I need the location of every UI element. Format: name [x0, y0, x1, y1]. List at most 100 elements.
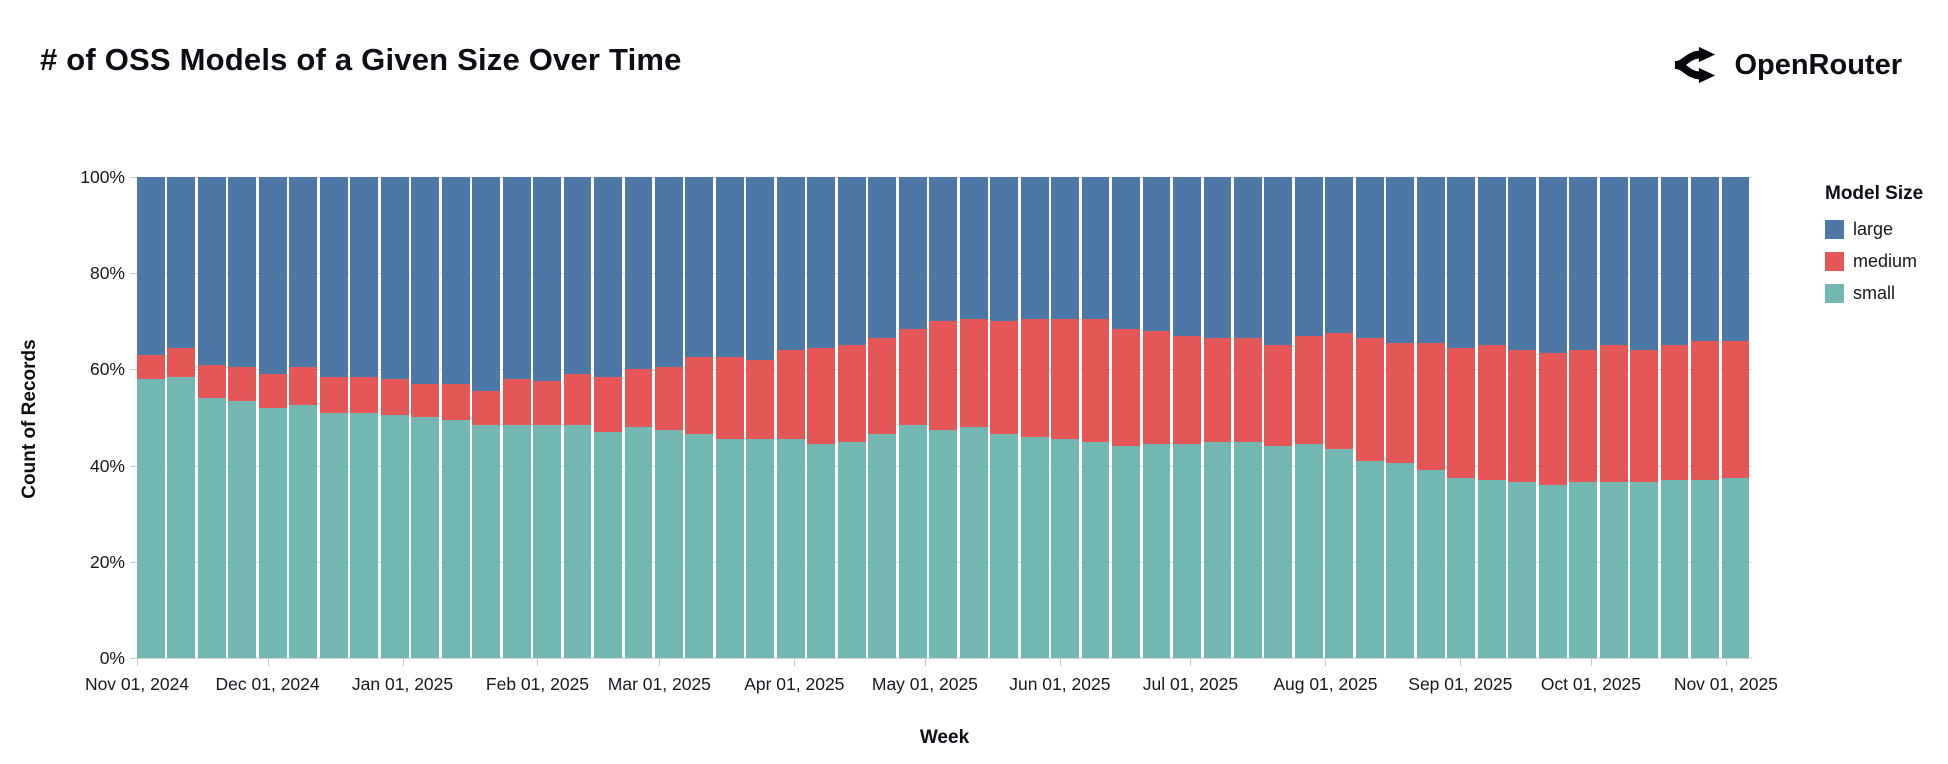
x-tick-label: May 01, 2025 — [871, 674, 978, 694]
bar-segment-small — [1386, 463, 1415, 658]
x-tick-label: Jul 01, 2025 — [1142, 674, 1239, 694]
bar-week-2025-10-31 — [1721, 177, 1750, 658]
bar-segment-large — [685, 177, 714, 358]
x-tick-mark — [402, 659, 404, 666]
bar-segment-medium — [1630, 350, 1658, 483]
legend-label: medium — [1853, 251, 1918, 271]
y-tick-label: 100% — [80, 167, 125, 187]
bar-week-2025-09-19 — [1538, 177, 1567, 658]
x-tick-label: Jun 01, 2025 — [1009, 674, 1111, 694]
x-tick-mark — [1325, 659, 1327, 666]
bar-segment-small — [1325, 448, 1354, 658]
bar-segment-large — [1020, 177, 1049, 319]
bar-segment-small — [1081, 441, 1110, 658]
bar-week-2025-01-24 — [502, 177, 531, 658]
bar-segment-small — [411, 417, 440, 658]
bar-week-2025-07-04 — [1203, 177, 1232, 658]
y-tick-mark — [130, 177, 137, 178]
bar-segment-small — [1416, 470, 1445, 658]
bar-segment-large — [350, 177, 379, 377]
bar-segment-small — [624, 427, 653, 658]
legend-title: Model Size — [1825, 183, 1924, 204]
bar-segment-small — [655, 429, 683, 658]
bar-segment-medium — [197, 364, 226, 399]
bar-segment-medium — [685, 357, 714, 435]
bar-segment-small — [990, 434, 1019, 658]
bar-segment-medium — [1203, 338, 1232, 442]
bar-week-2025-06-20 — [1142, 177, 1171, 658]
bar-segment-small — [746, 439, 775, 658]
bar-week-2025-07-11 — [1233, 177, 1262, 658]
bar-segment-small — [1355, 460, 1384, 658]
bar-segment-large — [1660, 177, 1689, 346]
bar-week-2025-02-28 — [655, 177, 683, 658]
x-axis-title: Week — [919, 727, 970, 748]
bar-segment-medium — [258, 374, 287, 408]
bar-segment-large — [1569, 177, 1598, 351]
x-tick-mark — [1590, 659, 1592, 666]
bar-week-2025-09-05 — [1477, 177, 1506, 658]
y-tick-mark — [130, 273, 137, 275]
bar-week-2025-06-27 — [1173, 177, 1201, 658]
bar-segment-medium — [289, 366, 318, 406]
bar-segment-small — [472, 424, 501, 658]
bar-segment-large — [411, 177, 440, 384]
bar-segment-large — [1477, 177, 1506, 346]
bar-segment-small — [929, 429, 958, 658]
bar-segment-large — [1508, 177, 1537, 351]
bar-segment-large — [563, 177, 592, 375]
bar-segment-large — [319, 177, 348, 377]
chart-title: # of OSS Models of a Given Size Over Tim… — [40, 42, 682, 77]
bar-segment-small — [1660, 480, 1689, 658]
bar-week-2024-11-08 — [167, 177, 196, 658]
bar-week-2025-05-30 — [1051, 177, 1079, 658]
bar-segment-medium — [1447, 347, 1476, 478]
bar-segment-small — [197, 398, 226, 658]
x-tick-label: Dec 01, 2024 — [215, 674, 320, 694]
bar-segment-medium — [929, 321, 958, 430]
bar-segment-small — [594, 431, 622, 658]
bar-segment-large — [746, 177, 775, 360]
bar-week-2025-06-13 — [1112, 177, 1140, 658]
bar-segment-medium — [502, 379, 531, 425]
bar-segment-medium — [624, 369, 653, 428]
bar-week-2025-08-29 — [1447, 177, 1476, 658]
bar-segment-large — [807, 177, 836, 348]
x-tick-mark — [1725, 659, 1727, 666]
y-tick-label: 40% — [89, 455, 125, 476]
bar-segment-medium — [1660, 345, 1689, 481]
y-tick-mark — [130, 465, 137, 467]
bar-segment-large — [990, 177, 1019, 322]
bar-segment-medium — [868, 338, 897, 435]
bar-segment-small — [1630, 482, 1658, 658]
bar-segment-small — [1173, 443, 1201, 658]
bar-week-2024-12-20 — [350, 177, 379, 658]
bar-week-2025-01-17 — [472, 177, 501, 658]
x-tick-label: Jan 01, 2025 — [351, 674, 454, 694]
bar-segment-large — [472, 177, 501, 392]
x-tick-mark — [659, 659, 661, 666]
bar-segment-small — [533, 424, 561, 658]
x-axis-line — [137, 658, 1752, 659]
x-tick-mark — [1059, 659, 1061, 666]
bar-segment-small — [1447, 477, 1476, 658]
bar-segment-medium — [1355, 338, 1384, 461]
bar-week-2025-04-04 — [807, 177, 836, 658]
bar-week-2024-12-27 — [380, 177, 409, 658]
bar-week-2025-04-18 — [868, 177, 897, 658]
bar-segment-large — [594, 177, 622, 377]
brand-name: OpenRouter — [1734, 48, 1902, 81]
bar-segment-medium — [1051, 318, 1079, 440]
bar-segment-small — [1691, 480, 1719, 658]
bar-segment-large — [624, 177, 653, 370]
bar-segment-medium — [1081, 318, 1110, 442]
x-tick-label: Oct 01, 2025 — [1540, 674, 1642, 694]
bar-week-2025-07-25 — [1294, 177, 1323, 658]
bar-week-2025-02-07 — [563, 177, 592, 658]
bar-segment-small — [685, 434, 714, 658]
bar-segment-medium — [167, 347, 196, 377]
bar-segment-large — [197, 177, 226, 365]
bar-segment-large — [1447, 177, 1476, 348]
bar-week-2025-08-15 — [1386, 177, 1415, 658]
bar-segment-small — [289, 405, 318, 658]
